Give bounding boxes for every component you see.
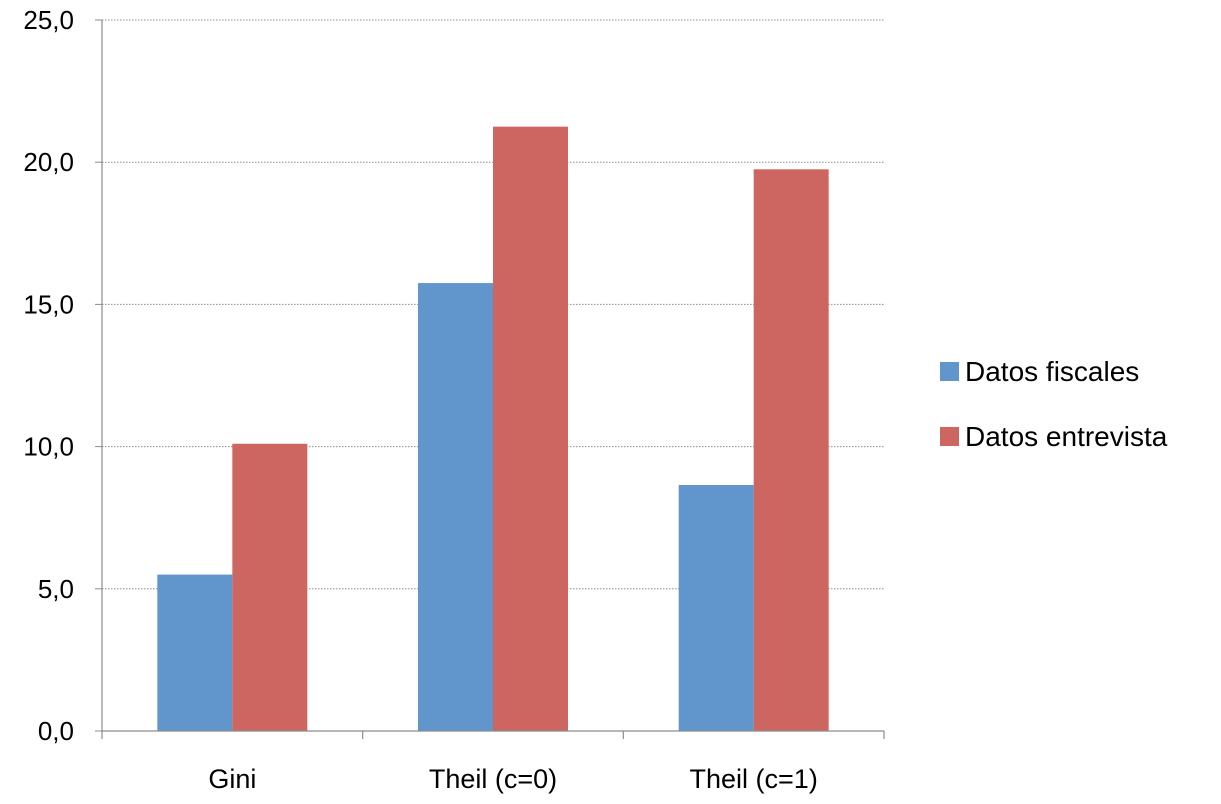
bar bbox=[753, 169, 829, 731]
bar bbox=[232, 443, 308, 731]
axes bbox=[95, 19, 885, 739]
y-tick-label: 15,0 bbox=[23, 289, 74, 319]
legend-label: Datos fiscales bbox=[965, 356, 1139, 387]
x-tick-label: Gini bbox=[208, 764, 256, 794]
legend: Datos fiscales Datos entrevista bbox=[940, 356, 1168, 452]
y-tick-label: 10,0 bbox=[23, 432, 74, 462]
bar bbox=[678, 484, 754, 731]
x-tick-label: Theil (c=1) bbox=[690, 764, 818, 794]
x-axis-tick-labels: Gini Theil (c=0) Theil (c=1) bbox=[208, 764, 817, 794]
y-tick-label: 0,0 bbox=[38, 716, 74, 746]
bar bbox=[157, 574, 233, 731]
legend-swatch bbox=[940, 427, 959, 446]
legend-swatch bbox=[940, 362, 959, 381]
legend-label: Datos entrevista bbox=[965, 421, 1168, 452]
y-tick-label: 20,0 bbox=[23, 147, 74, 177]
x-tick-label: Theil (c=0) bbox=[429, 764, 557, 794]
y-tick-label: 5,0 bbox=[38, 574, 74, 604]
y-axis-tick-labels: 0,0 5,0 10,0 15,0 20,0 25,0 bbox=[23, 5, 74, 746]
bar bbox=[418, 283, 493, 731]
bars bbox=[157, 126, 829, 731]
y-tick-label: 25,0 bbox=[23, 5, 74, 35]
bar bbox=[493, 126, 568, 731]
